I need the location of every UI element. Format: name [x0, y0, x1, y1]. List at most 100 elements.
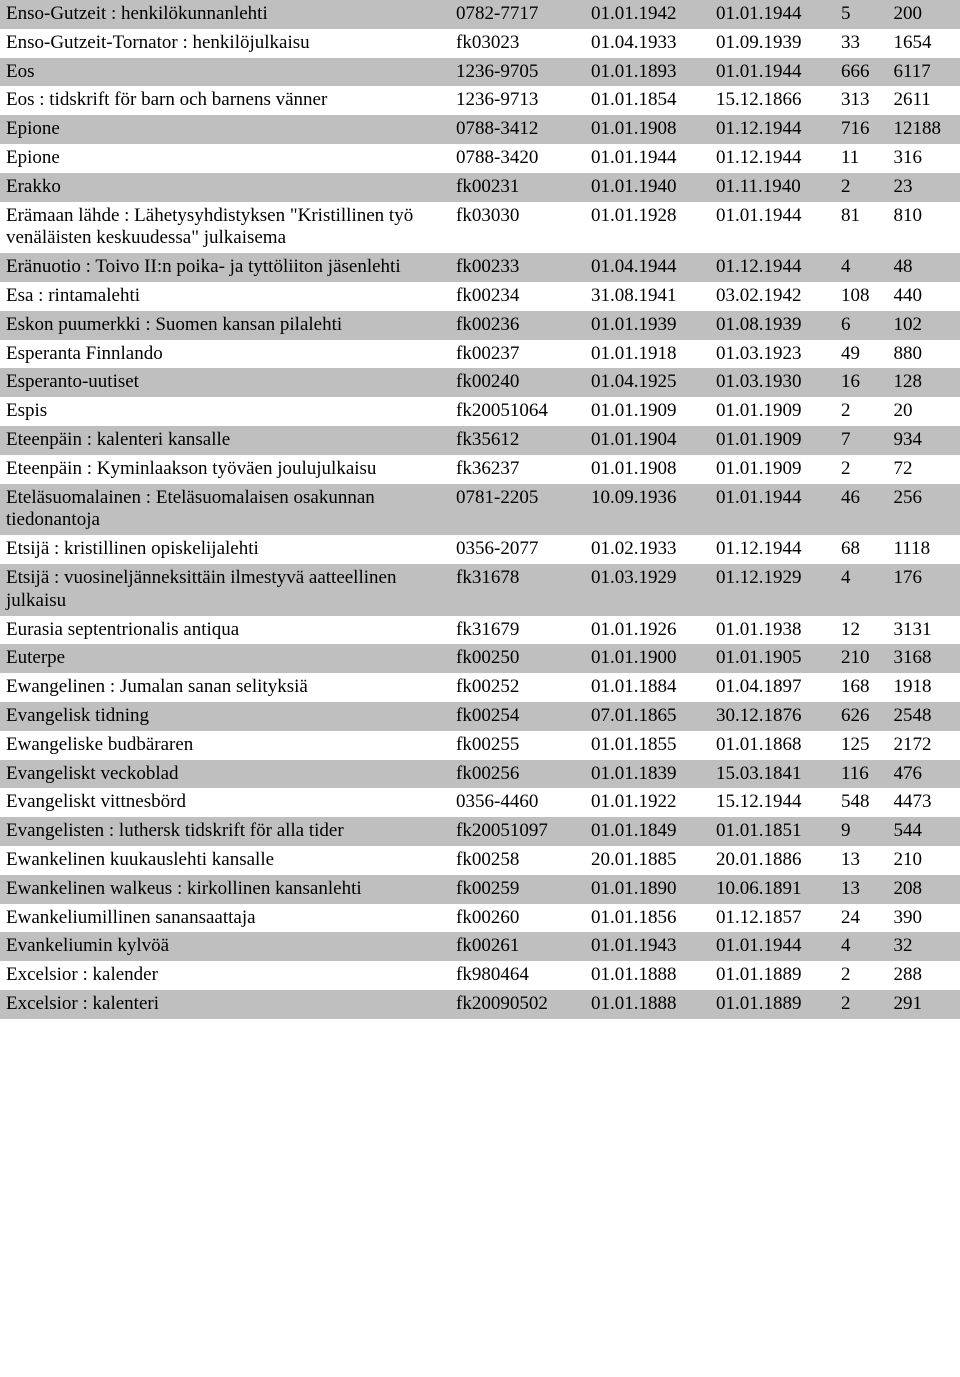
table-cell: Esa : rintamalehti — [0, 282, 450, 311]
table-cell: fk03030 — [450, 202, 585, 254]
table-cell: 01.12.1944 — [710, 535, 835, 564]
table-cell: Ewangelinen : Jumalan sanan selityksiä — [0, 673, 450, 702]
table-cell: 24 — [835, 904, 888, 933]
table-cell: Excelsior : kalender — [0, 961, 450, 990]
table-row: Enso-Gutzeit : henkilökunnanlehti0782-77… — [0, 0, 960, 29]
table-cell: 81 — [835, 202, 888, 254]
table-cell: 01.08.1939 — [710, 311, 835, 340]
table-cell: 12 — [835, 616, 888, 645]
table-cell: 4 — [835, 932, 888, 961]
table-cell: 01.01.1856 — [585, 904, 710, 933]
table-row: Euterpefk0025001.01.190001.01.1905210316… — [0, 644, 960, 673]
table-row: Ewangelinen : Jumalan sanan selityksiäfk… — [0, 673, 960, 702]
table-cell: 2548 — [888, 702, 960, 731]
table-cell: 23 — [888, 173, 960, 202]
table-cell: Eskon puumerkki : Suomen kansan pilaleht… — [0, 311, 450, 340]
table-cell: 46 — [835, 484, 888, 536]
table-row: Ewankelinen kuukauslehti kansallefk00258… — [0, 846, 960, 875]
table-row: Evangeliskt vittnesbörd0356-446001.01.19… — [0, 788, 960, 817]
table-cell: 200 — [888, 0, 960, 29]
table-cell: 01.01.1888 — [585, 990, 710, 1019]
table-cell: Ewankelinen walkeus : kirkollinen kansan… — [0, 875, 450, 904]
table-cell: 10.06.1891 — [710, 875, 835, 904]
table-cell: 168 — [835, 673, 888, 702]
table-cell: 01.12.1944 — [710, 115, 835, 144]
table-cell: fk00258 — [450, 846, 585, 875]
table-cell: 01.12.1857 — [710, 904, 835, 933]
table-cell: 15.12.1944 — [710, 788, 835, 817]
table-cell: Evankeliumin kylvöä — [0, 932, 450, 961]
table-cell: Etsijä : kristillinen opiskelijalehti — [0, 535, 450, 564]
table-cell: 5 — [835, 0, 888, 29]
table-cell: 01.01.1909 — [585, 397, 710, 426]
table-cell: 1918 — [888, 673, 960, 702]
table-cell: 01.01.1944 — [710, 0, 835, 29]
table-cell: 01.04.1925 — [585, 368, 710, 397]
table-cell: 01.01.1944 — [710, 932, 835, 961]
table-cell: 01.01.1938 — [710, 616, 835, 645]
table-row: Evangeliskt veckobladfk0025601.01.183915… — [0, 760, 960, 789]
table-cell: 01.01.1943 — [585, 932, 710, 961]
table-cell: 4473 — [888, 788, 960, 817]
table-row: Ewankeliumillinen sanansaattajafk0026001… — [0, 904, 960, 933]
table-cell: Eurasia septentrionalis antiqua — [0, 616, 450, 645]
table-cell: 7 — [835, 426, 888, 455]
table-cell: 48 — [888, 253, 960, 282]
table-cell: 30.12.1876 — [710, 702, 835, 731]
table-cell: Erakko — [0, 173, 450, 202]
table-cell: 01.01.1905 — [710, 644, 835, 673]
table-cell: 01.01.1868 — [710, 731, 835, 760]
table-row: Eos1236-970501.01.189301.01.19446666117 — [0, 58, 960, 87]
table-cell: 390 — [888, 904, 960, 933]
table-cell: 01.03.1923 — [710, 340, 835, 369]
table-cell: 108 — [835, 282, 888, 311]
table-cell: 01.01.1918 — [585, 340, 710, 369]
table-cell: 01.03.1929 — [585, 564, 710, 616]
table-cell: 0356-4460 — [450, 788, 585, 817]
table-cell: 0788-3420 — [450, 144, 585, 173]
table-row: Epione0788-341201.01.190801.12.194471612… — [0, 115, 960, 144]
table-cell: 208 — [888, 875, 960, 904]
table-cell: 32 — [888, 932, 960, 961]
table-cell: 01.01.1904 — [585, 426, 710, 455]
table-cell: fk35612 — [450, 426, 585, 455]
table-cell: 01.01.1928 — [585, 202, 710, 254]
table-cell: 4 — [835, 564, 888, 616]
table-cell: 20.01.1885 — [585, 846, 710, 875]
table-cell: 4 — [835, 253, 888, 282]
table-cell: Ewangeliske budbäraren — [0, 731, 450, 760]
table-row: Espisfk2005106401.01.190901.01.1909220 — [0, 397, 960, 426]
table-cell: fk00233 — [450, 253, 585, 282]
table-cell: fk20090502 — [450, 990, 585, 1019]
table-cell: fk00240 — [450, 368, 585, 397]
table-cell: Espis — [0, 397, 450, 426]
table-cell: Excelsior : kalenteri — [0, 990, 450, 1019]
table-cell: 2 — [835, 173, 888, 202]
table-cell: 01.04.1897 — [710, 673, 835, 702]
table-cell: 128 — [888, 368, 960, 397]
table-row: Excelsior : kalenderfk98046401.01.188801… — [0, 961, 960, 990]
table-cell: 13 — [835, 846, 888, 875]
table-cell: 49 — [835, 340, 888, 369]
table-row: Eos : tidskrift för barn och barnens vän… — [0, 86, 960, 115]
table-cell: 16 — [835, 368, 888, 397]
table-row: Evangelisten : luthersk tidskrift för al… — [0, 817, 960, 846]
table-row: Evankeliumin kylvöäfk0026101.01.194301.0… — [0, 932, 960, 961]
table-cell: 01.02.1933 — [585, 535, 710, 564]
table-cell: fk31679 — [450, 616, 585, 645]
table-cell: 01.01.1889 — [710, 990, 835, 1019]
table-cell: 01.01.1890 — [585, 875, 710, 904]
table-cell: 01.09.1939 — [710, 29, 835, 58]
table-cell: 102 — [888, 311, 960, 340]
table-cell: 0782-7717 — [450, 0, 585, 29]
table-cell: 0356-2077 — [450, 535, 585, 564]
table-cell: 01.01.1909 — [710, 397, 835, 426]
table-row: Ewangeliske budbärarenfk0025501.01.18550… — [0, 731, 960, 760]
table-cell: 01.01.1940 — [585, 173, 710, 202]
table-cell: Eos — [0, 58, 450, 87]
table-cell: 666 — [835, 58, 888, 87]
table-cell: Epione — [0, 144, 450, 173]
periodicals-table: Enso-Gutzeit : henkilökunnanlehti0782-77… — [0, 0, 960, 1019]
table-cell: 01.01.1889 — [710, 961, 835, 990]
table-cell: Ewankelinen kuukauslehti kansalle — [0, 846, 450, 875]
